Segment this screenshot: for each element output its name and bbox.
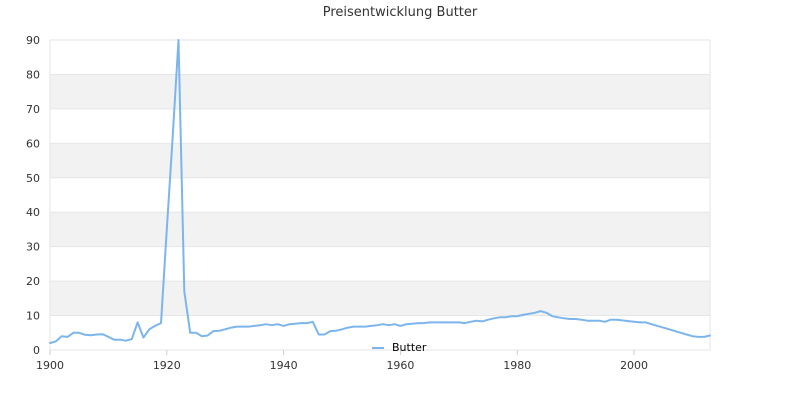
series-line-butter (49, 39, 711, 345)
series-layer (49, 39, 711, 345)
y-tick-label: 70 (26, 103, 40, 116)
plot-band (50, 212, 710, 247)
y-tick-label: 90 (26, 34, 40, 47)
y-tick-label: 50 (26, 172, 40, 185)
x-tick-label: 1960 (386, 359, 414, 372)
x-tick-label: 1920 (153, 359, 181, 372)
y-tick-label: 0 (33, 344, 40, 357)
legend[interactable]: Butter (372, 341, 427, 354)
y-tick-label: 80 (26, 68, 40, 81)
y-tick-label: 20 (26, 275, 40, 288)
legend-label-butter: Butter (392, 341, 427, 354)
x-tick-label: 1940 (270, 359, 298, 372)
plot-band (50, 74, 710, 109)
y-tick-label: 40 (26, 206, 40, 219)
x-tick-label: 1900 (36, 359, 64, 372)
y-tick-label: 30 (26, 241, 40, 254)
y-axis: 0 10 20 30 40 50 60 70 80 90 (26, 34, 40, 357)
y-tick-label: 60 (26, 137, 40, 150)
y-tick-label: 10 (26, 310, 40, 323)
chart-title: Preisentwicklung Butter (323, 5, 478, 20)
plot-band (50, 281, 710, 316)
plot-bands (50, 74, 710, 316)
x-tick-label: 1980 (503, 359, 531, 372)
plot-border (49, 39, 711, 351)
x-axis: 1900 1920 1940 1960 1980 2000 (36, 350, 648, 372)
plot-band (50, 143, 710, 178)
x-tick-label: 2000 (620, 359, 648, 372)
